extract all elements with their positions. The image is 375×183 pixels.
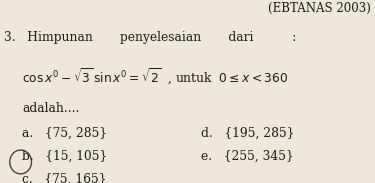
Text: e.   {255, 345}: e. {255, 345} (201, 150, 293, 163)
Text: (EBTANAS 2003): (EBTANAS 2003) (268, 2, 371, 15)
Text: $\cos x^0 - \sqrt{3}\,\sin x^0 = \sqrt{2}$  , untuk  $0 \leq x < 360$: $\cos x^0 - \sqrt{3}\,\sin x^0 = \sqrt{2… (22, 67, 289, 87)
Text: d.   {195, 285}: d. {195, 285} (201, 127, 294, 140)
Text: b.   {15, 105}: b. {15, 105} (22, 150, 108, 163)
Text: a.   {75, 285}: a. {75, 285} (22, 127, 108, 140)
Text: c.   {75, 165}: c. {75, 165} (22, 173, 107, 183)
Text: 3.   Himpunan       penyelesaian       dari          :: 3. Himpunan penyelesaian dari : (4, 31, 296, 44)
Text: adalah....: adalah.... (22, 102, 80, 115)
